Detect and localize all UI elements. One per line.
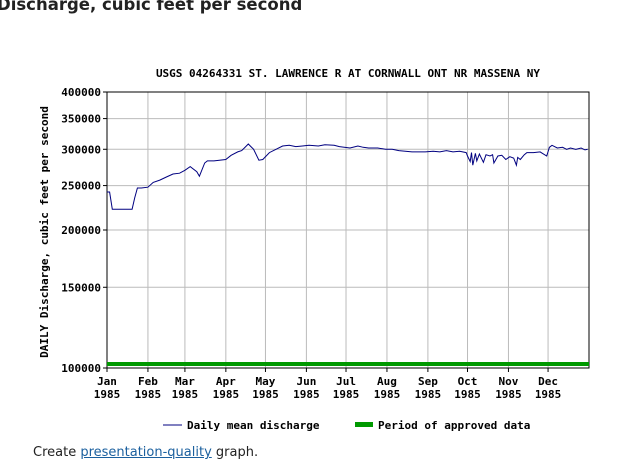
- presentation-quality-link[interactable]: presentation-quality: [80, 445, 212, 460]
- discharge-series-line: [107, 143, 588, 210]
- x-tick-year-label: 1985: [293, 388, 320, 401]
- x-tick-year-label: 1985: [252, 388, 279, 401]
- horizontal-gridlines: [107, 118, 589, 288]
- y-tick-label: 150000: [61, 281, 101, 294]
- y-axis-label: DAILY Discharge, cubic feet per second: [38, 106, 51, 358]
- y-tick-label: 100000: [61, 362, 101, 375]
- x-tick-year-label: 1985: [374, 388, 401, 401]
- x-tick-year-label: 1985: [94, 388, 121, 401]
- x-tick-month-label: Sep: [418, 375, 438, 388]
- y-axis-ticks: 100000 150000 200000 250000 300000 350000 4000…: [61, 86, 107, 375]
- chart-title: USGS 04264331 ST. LAWRENCE R AT CORNWALL…: [156, 67, 540, 80]
- legend-approved-swatch: [355, 422, 373, 427]
- x-tick-year-label: 1985: [535, 388, 562, 401]
- x-tick-year-label: 1985: [333, 388, 360, 401]
- y-tick-label: 400000: [61, 86, 101, 99]
- legend-series-label: Daily mean discharge: [187, 419, 320, 432]
- x-tick-month-label: Jun: [296, 375, 316, 388]
- y-tick-label: 300000: [61, 143, 101, 156]
- y-tick-label: 350000: [61, 113, 101, 126]
- footer-note: Create presentation-quality graph.: [33, 445, 258, 460]
- x-tick-year-label: 1985: [172, 388, 199, 401]
- x-tick-year-label: 1985: [495, 388, 522, 401]
- footer-suffix: graph.: [211, 445, 259, 460]
- x-tick-month-label: Feb: [138, 375, 158, 388]
- x-tick-month-label: Mar: [175, 375, 195, 388]
- x-tick-year-label: 1985: [135, 388, 162, 401]
- x-tick-month-label: Aug: [377, 375, 397, 388]
- x-tick-month-label: Apr: [216, 375, 236, 388]
- y-tick-label: 200000: [61, 224, 101, 237]
- chart-legend: Daily mean discharge Period of approved …: [163, 419, 530, 432]
- x-tick-month-label: Nov: [499, 375, 519, 388]
- x-tick-month-label: Dec: [538, 375, 558, 388]
- x-axis-ticks: Jan1985Feb1985Mar1985Apr1985May1985Jun19…: [94, 368, 562, 401]
- x-tick-month-label: Oct: [458, 375, 478, 388]
- x-tick-month-label: May: [256, 375, 276, 388]
- x-tick-year-label: 1985: [454, 388, 481, 401]
- page-heading: Discharge, cubic feet per second: [0, 0, 303, 14]
- x-tick-month-label: Jan: [97, 375, 117, 388]
- x-tick-month-label: Jul: [336, 375, 356, 388]
- y-tick-label: 250000: [61, 180, 101, 193]
- approved-data-bar: [107, 362, 589, 366]
- x-tick-year-label: 1985: [213, 388, 240, 401]
- x-tick-year-label: 1985: [415, 388, 442, 401]
- footer-prefix: Create: [33, 445, 81, 460]
- legend-approved-label: Period of approved data: [378, 419, 530, 432]
